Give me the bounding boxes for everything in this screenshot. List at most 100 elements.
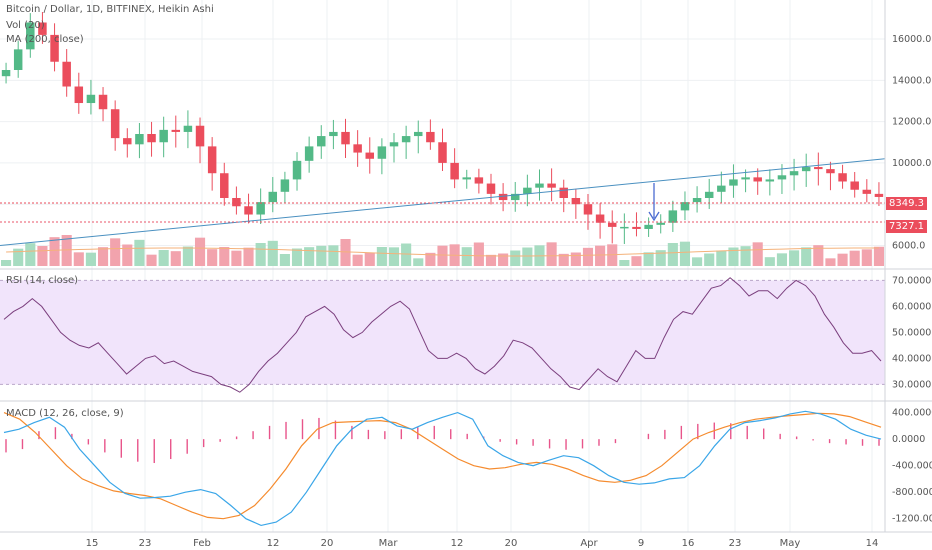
volume-bar <box>510 250 521 266</box>
last-price-badge: 8349.3 <box>886 197 927 210</box>
price-tick-label: 10000.0 <box>892 158 931 169</box>
volume-bar <box>182 246 193 266</box>
candle-body <box>304 146 314 161</box>
volume-bar <box>716 250 727 266</box>
volume-bar <box>619 260 630 266</box>
rsi-tick-label: 70.0000 <box>892 275 931 286</box>
volume-bar <box>849 250 860 266</box>
rsi-line <box>3 277 882 393</box>
volume-bar <box>110 238 121 266</box>
volume-bar <box>146 254 157 266</box>
candle-body <box>317 136 326 147</box>
volume-bar <box>776 253 788 266</box>
macd-tick-label: 0.0000 <box>892 434 925 445</box>
volume-bar <box>728 247 739 266</box>
ma-200-line <box>0 158 886 246</box>
x-tick-label: 23 <box>729 538 742 549</box>
volume-bar <box>837 253 848 266</box>
candle-body <box>280 179 290 192</box>
price-tick-label: 14000.0 <box>892 75 931 86</box>
volume-bar <box>376 247 387 266</box>
volume-bar <box>364 252 375 266</box>
candle-body <box>741 177 750 180</box>
candle-body <box>13 49 23 70</box>
volume-bar <box>207 249 218 266</box>
volume-bar <box>85 252 96 266</box>
x-tick-label: 15 <box>86 538 99 549</box>
candle-body <box>38 22 47 35</box>
volume-bar <box>655 250 666 266</box>
volume-bar <box>546 242 557 266</box>
volume-bar <box>316 245 327 266</box>
volume-bar <box>352 254 363 266</box>
volume-bar <box>789 250 800 266</box>
rsi-legend: RSI (14, close) <box>6 275 79 286</box>
x-tick-label: 12 <box>267 538 280 549</box>
volume-bar <box>752 242 763 266</box>
macd-legend: MACD (12, 26, close, 9) <box>6 408 124 419</box>
x-tick-label: 20 <box>321 538 334 549</box>
candle-body <box>147 134 156 143</box>
volume-bar <box>413 258 424 266</box>
rsi-pane[interactable] <box>0 277 885 393</box>
volume-bar <box>158 250 169 266</box>
candle-body <box>292 160 302 180</box>
price-pane[interactable] <box>0 12 886 266</box>
volume-bar <box>873 246 884 266</box>
candle-body <box>414 131 423 137</box>
candle-body <box>850 181 859 190</box>
candle-body <box>232 198 241 207</box>
volume-bar <box>801 247 812 266</box>
candle-body <box>474 177 484 184</box>
candle-body <box>268 191 278 203</box>
candle-body <box>838 173 847 182</box>
candle-body <box>704 191 714 198</box>
candle-body <box>450 162 459 180</box>
price-tick-label: 12000.0 <box>892 117 931 128</box>
volume-bar <box>170 251 181 266</box>
volume-ma-line <box>6 247 879 257</box>
candle-body <box>729 179 738 186</box>
x-tick-label: Feb <box>193 538 211 549</box>
candle-body <box>801 167 811 172</box>
macd-tick-label: -800.0000 <box>892 487 932 498</box>
candle-body <box>547 183 556 188</box>
candle-body <box>583 204 593 215</box>
candle-body <box>510 193 520 201</box>
candle-body <box>656 222 665 225</box>
candle-body <box>207 146 217 174</box>
volume-bar <box>570 252 581 266</box>
volume-bar <box>328 245 339 266</box>
candle-body <box>874 193 884 197</box>
candle-body <box>595 214 605 223</box>
candle-body <box>159 129 168 143</box>
volume-bar <box>340 239 351 266</box>
candle-body <box>717 185 726 192</box>
candle-body <box>244 206 253 215</box>
candle-body <box>607 222 617 227</box>
candle-body <box>559 187 568 198</box>
candle-body <box>814 167 823 170</box>
volume-bar <box>861 249 872 266</box>
candle-body <box>535 183 544 188</box>
volume-bar <box>582 247 594 266</box>
candle-body <box>74 86 84 104</box>
x-tick-label: 23 <box>139 538 152 549</box>
volume-bar <box>231 250 242 266</box>
rsi-tick-label: 40.0000 <box>892 353 931 364</box>
volume-bar <box>219 247 230 266</box>
macd-tick-label: -1200.0000 <box>892 514 932 525</box>
candle-body <box>183 125 193 132</box>
volume-bar <box>595 245 606 266</box>
macd-pane[interactable] <box>3 410 882 527</box>
volume-bar <box>291 248 303 266</box>
rsi-tick-label: 30.0000 <box>892 379 931 390</box>
x-tick-label: 12 <box>451 538 464 549</box>
volume-bar <box>667 243 678 266</box>
volume-bar <box>388 247 400 266</box>
volume-bar <box>692 257 703 266</box>
candle-body <box>680 202 690 211</box>
candle-body <box>426 131 435 143</box>
candle-body <box>256 202 265 215</box>
